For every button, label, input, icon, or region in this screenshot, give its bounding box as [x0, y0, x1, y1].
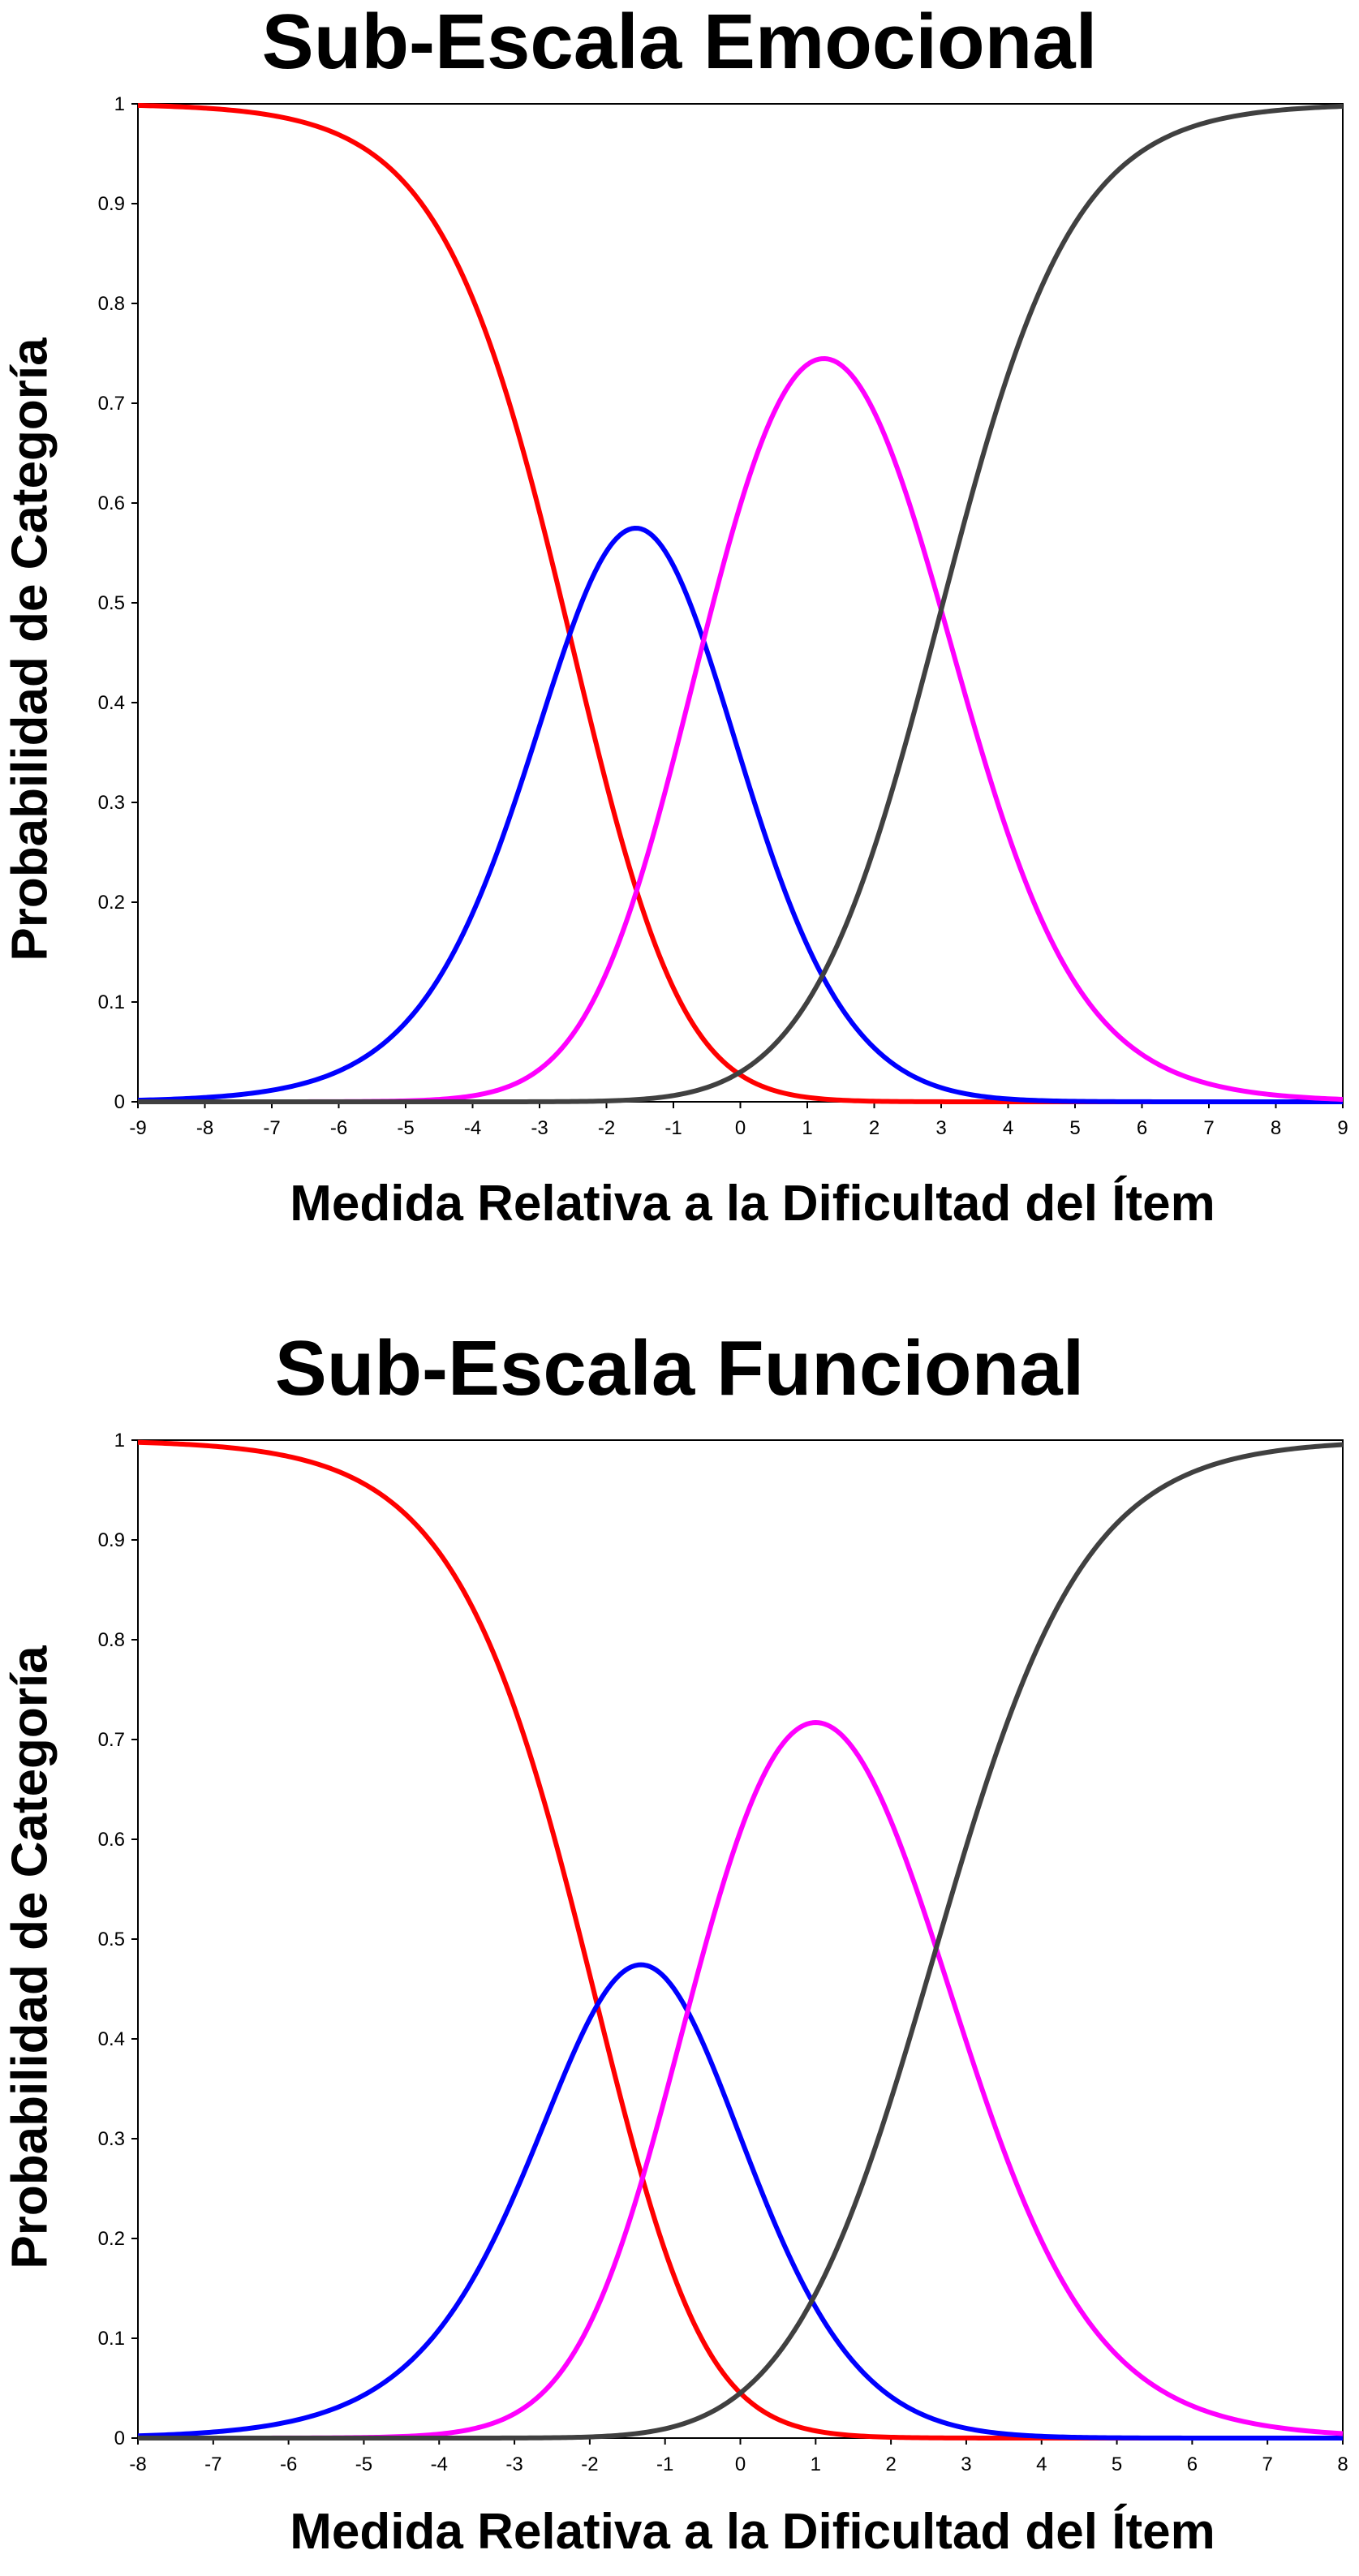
x-tick-label: 7	[1203, 1117, 1214, 1139]
y-tick-label: 0.9	[98, 1529, 125, 1551]
category-0-curve	[137, 102, 1343, 1104]
x-tick-label: -4	[464, 1117, 481, 1139]
x-tick-label: 1	[802, 1117, 812, 1139]
category-1-curve	[137, 1962, 1343, 2441]
y-tick-label: 1	[114, 93, 125, 115]
x-tick-label: -7	[204, 2453, 221, 2475]
x-tick-label: 4	[1003, 1117, 1013, 1139]
chart-panel-funcional: Sub-Escala Funcional Probabilidad de Cat…	[0, 1288, 1359, 2576]
x-tick-label: 6	[1187, 2453, 1198, 2475]
x-tick-label: 0	[735, 2453, 746, 2475]
category-2-curve	[138, 356, 1344, 1104]
x-tick-label: 6	[1137, 1117, 1147, 1139]
y-tick-label: 0.7	[98, 1729, 125, 1751]
x-tick-label: -1	[664, 1117, 682, 1139]
plot-frame	[137, 1439, 1344, 2439]
x-tick-label: -6	[330, 1117, 347, 1139]
y-tick-label: 0	[114, 1091, 125, 1113]
y-tick-label: 0.2	[98, 2228, 125, 2250]
x-axis-label: Medida Relativa a la Dificultad del Ítem	[290, 2504, 1215, 2560]
y-tick-label: 0.9	[98, 193, 125, 215]
x-tick-label: 3	[935, 1117, 946, 1139]
y-tick-label: 0.2	[98, 892, 125, 914]
plot-area: 0 0.1 0.2 0.3 0.4 0.5 0.6 0.7 0.8 0.9 1 -8 -7 -6 -5 -4 -…	[98, 1430, 1348, 2475]
y-tick-label: 0.3	[98, 2128, 125, 2150]
x-tick-label: 4	[1036, 2453, 1047, 2475]
x-tick-label: -9	[129, 1117, 146, 1139]
x-tick-label: -8	[196, 1117, 213, 1139]
x-tick-label: -7	[263, 1117, 280, 1139]
y-tick-label: 0.5	[98, 1929, 125, 1950]
y-tick-label: 0.1	[98, 2328, 125, 2350]
chart-title: Sub-Escala Funcional	[274, 1325, 1085, 1412]
x-tick-label: 5	[1069, 1117, 1080, 1139]
x-tick-label: 7	[1262, 2453, 1273, 2475]
plot-frame	[137, 103, 1344, 1103]
x-tick-label: -3	[531, 1117, 548, 1139]
y-tick-label: 0.6	[98, 492, 125, 514]
chart-title: Sub-Escala Emocional	[261, 0, 1098, 85]
x-tick-label: -4	[431, 2453, 448, 2475]
category-2-curve	[138, 1720, 1344, 2441]
category-1-curve	[137, 525, 1343, 1104]
y-tick-label: 0.8	[98, 1629, 125, 1651]
x-tick-label: 2	[869, 1117, 879, 1139]
x-tick-label: -6	[280, 2453, 297, 2475]
x-tick-label: 5	[1112, 2453, 1122, 2475]
y-tick-label: 0.4	[98, 2028, 125, 2050]
y-tick-label: 1	[114, 1430, 125, 1451]
x-axis-label: Medida Relativa a la Dificultad del Ítem	[290, 1176, 1215, 1232]
plot-area: 0 0.1 0.2 0.3 0.4 0.5 0.6 0.7 0.8 0.9 1 -9 -8 -7 -6 -5 -…	[98, 93, 1348, 1139]
x-tick-label: -5	[397, 1117, 414, 1139]
category-3-curve	[138, 104, 1344, 1104]
y-tick-label: 0.4	[98, 692, 125, 714]
y-tick-label: 0.5	[98, 592, 125, 614]
x-tick-label: 2	[885, 2453, 896, 2475]
y-tick-label: 0.8	[98, 293, 125, 315]
x-tick-label: -1	[656, 2453, 673, 2475]
x-tick-label: -2	[581, 2453, 598, 2475]
x-tick-label: -8	[129, 2453, 146, 2475]
x-tick-label: 9	[1337, 1117, 1348, 1139]
y-tick-label: 0.1	[98, 991, 125, 1013]
x-tick-label: -5	[355, 2453, 372, 2475]
x-tick-label: -2	[598, 1117, 615, 1139]
y-tick-label: 0	[114, 2428, 125, 2449]
x-tick-label: -3	[505, 2453, 523, 2475]
x-tick-label: 8	[1271, 1117, 1281, 1139]
x-tick-label: 8	[1337, 2453, 1348, 2475]
x-tick-label: 0	[735, 1117, 746, 1139]
y-tick-label: 0.3	[98, 792, 125, 814]
x-tick-label: 1	[811, 2453, 821, 2475]
category-0-curve	[137, 1439, 1343, 2441]
chart-panel-emocional: Sub-Escala Emocional Probabilidad de Cat…	[2, 0, 1348, 1232]
x-tick-label: 3	[961, 2453, 971, 2475]
y-tick-label: 0.7	[98, 393, 125, 415]
category-3-curve	[138, 1442, 1344, 2441]
y-tick-label: 0.6	[98, 1829, 125, 1851]
